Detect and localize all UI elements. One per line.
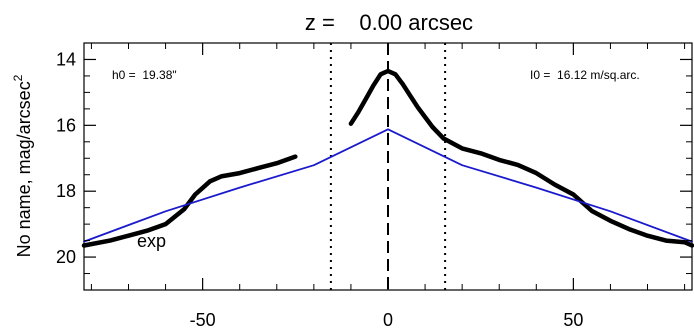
exp-fit-line-0 xyxy=(83,128,693,243)
ticks-layer: -50 0 50 14 16 18 20 xyxy=(56,42,692,330)
data-profile-line-1 xyxy=(348,68,694,248)
chart-title: z = 0.00 arcsec xyxy=(305,10,473,35)
h0-annotation: h0 = 19.38" xyxy=(112,68,177,82)
y-tick-label: 20 xyxy=(56,247,76,267)
y-tick-label: 16 xyxy=(56,115,76,135)
y-tick-label: 14 xyxy=(56,49,76,69)
data-profile-line-0 xyxy=(81,154,298,248)
i0-annotation: I0 = 16.12 m/sq.arc. xyxy=(530,68,640,82)
y-axis-label-superscript: 2 xyxy=(11,74,25,81)
x-tick-label: 0 xyxy=(383,310,393,330)
x-tick-label: -50 xyxy=(190,310,216,330)
vertical-lines-layer xyxy=(329,43,447,290)
y-axis-label-text: No name, mag/arcsec xyxy=(14,81,34,257)
y-tick-label: 18 xyxy=(56,181,76,201)
x-tick-label: 50 xyxy=(563,310,583,330)
series-layer xyxy=(81,68,694,248)
fit-label: exp xyxy=(137,231,166,251)
y-axis-label: No name, mag/arcsec2 xyxy=(11,74,34,257)
